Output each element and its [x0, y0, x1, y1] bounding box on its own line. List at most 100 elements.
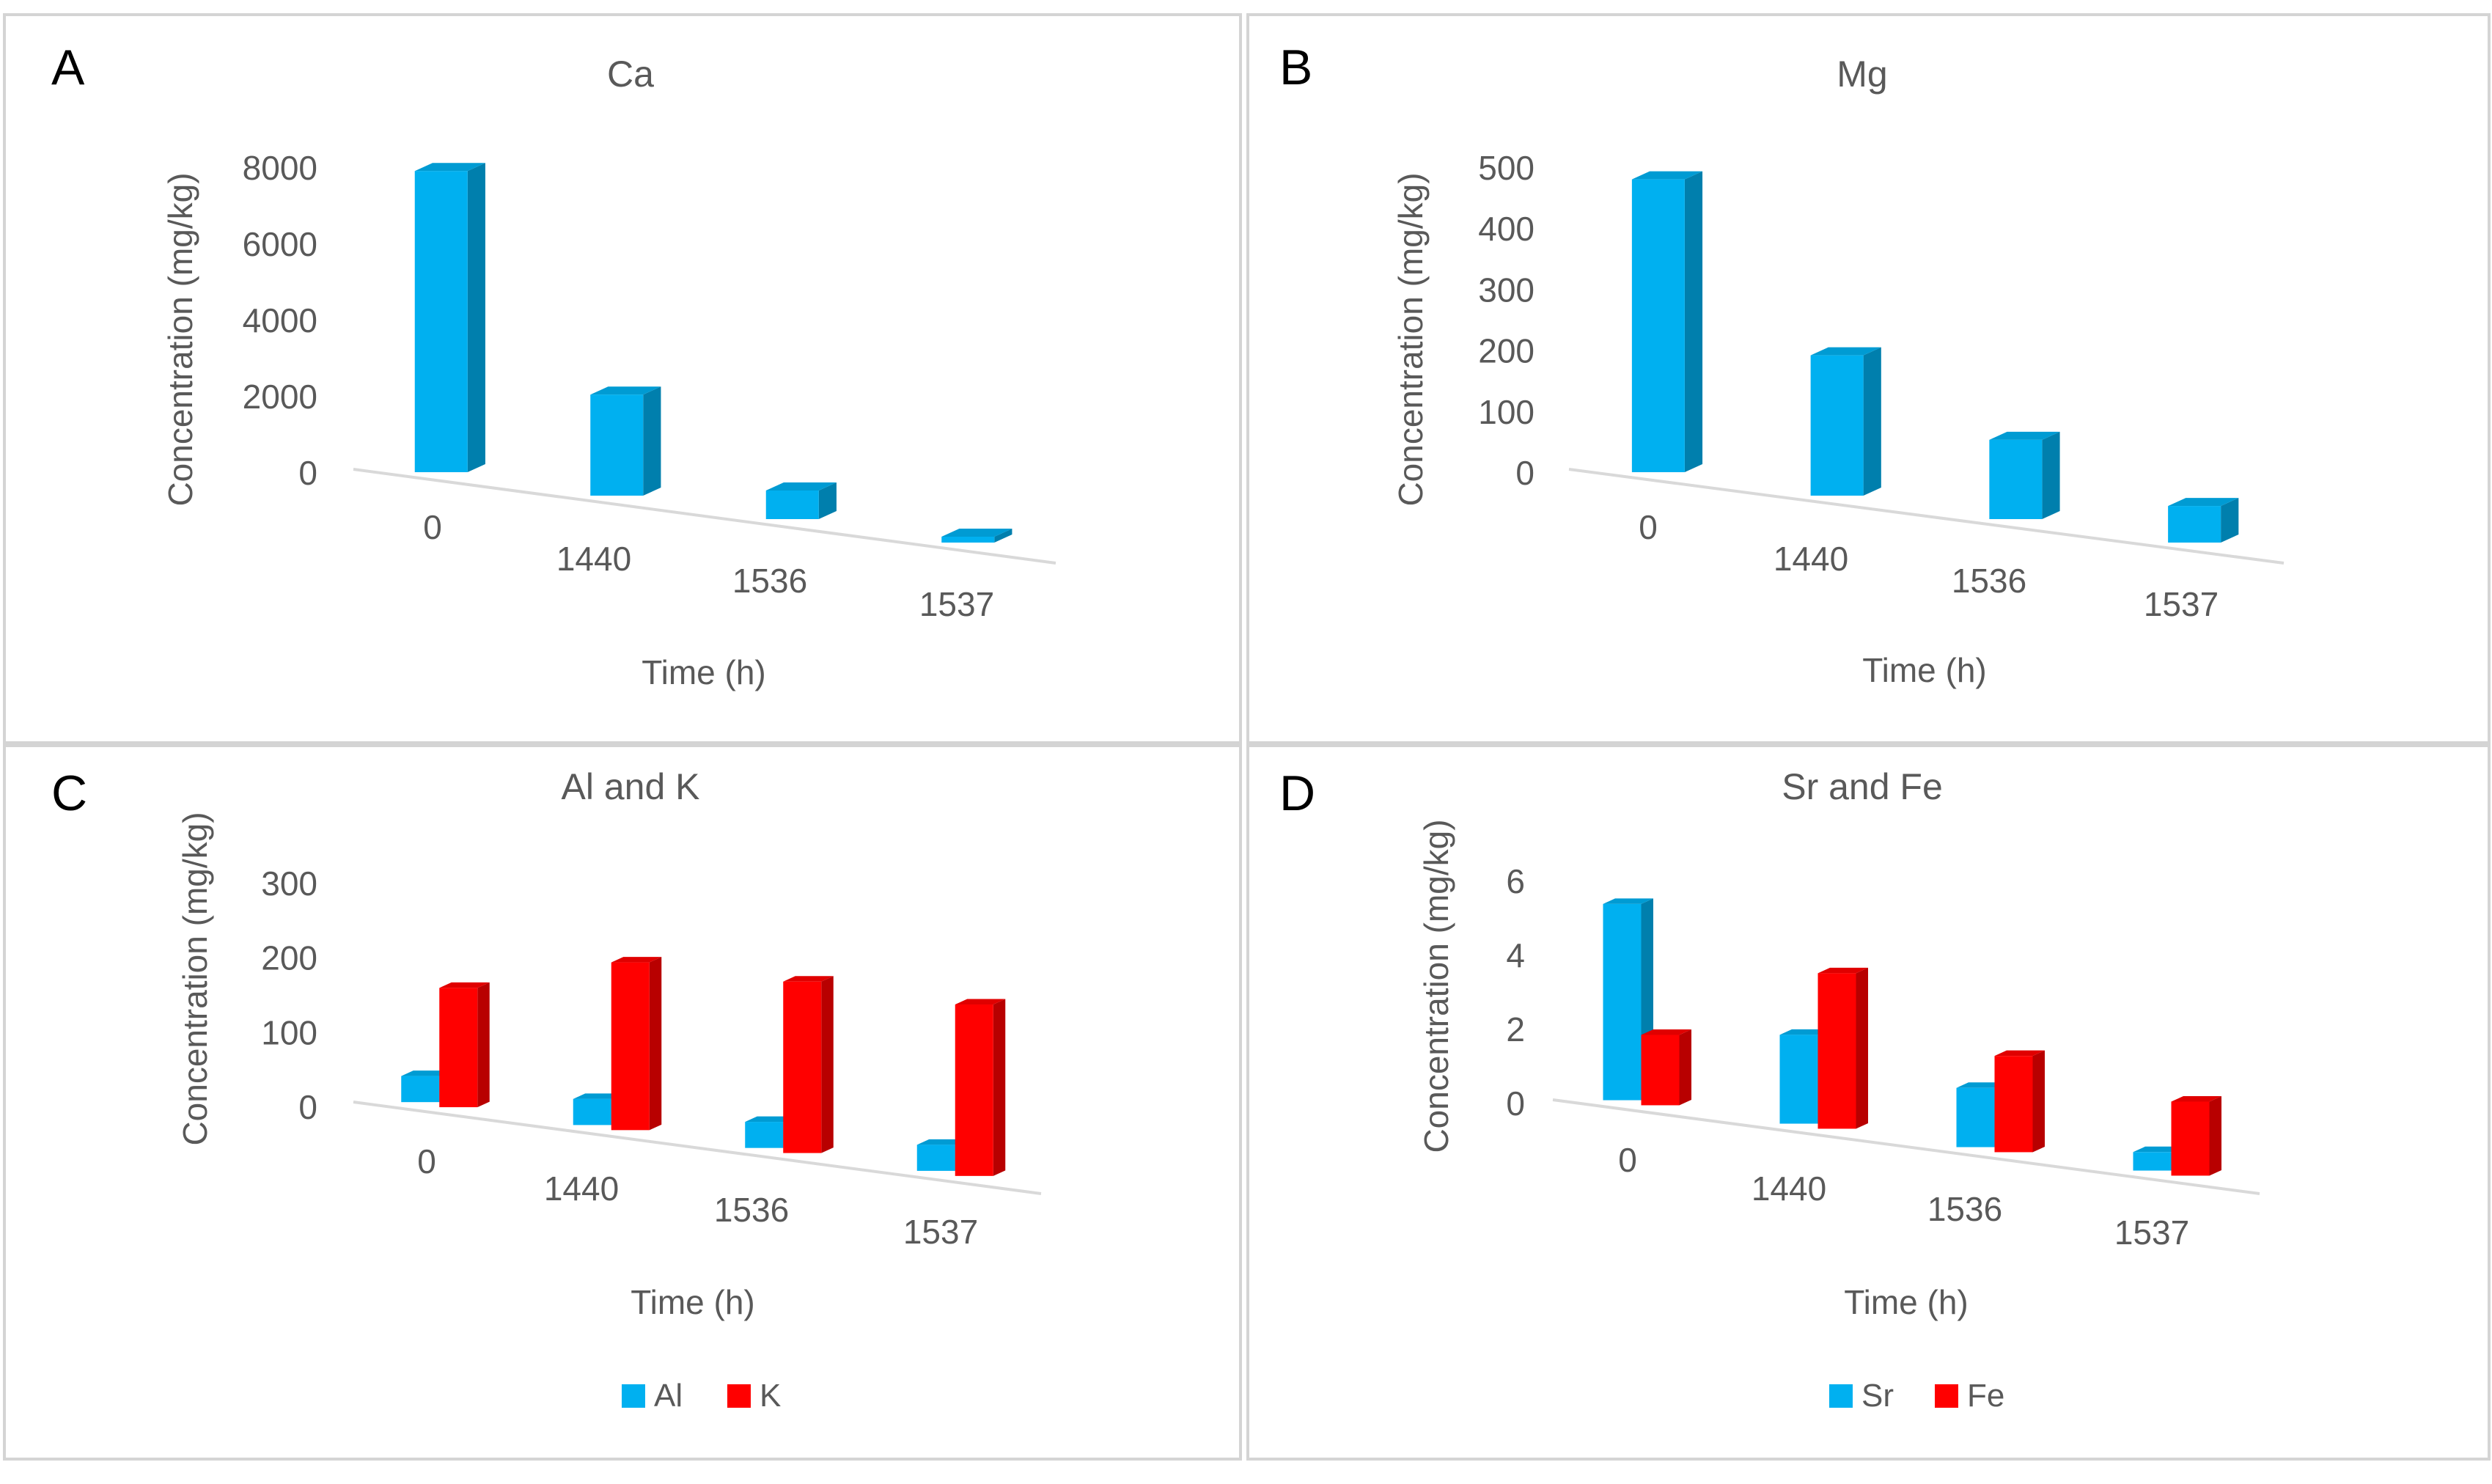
- bar-top: [401, 1070, 452, 1076]
- x-tick-label: 1537: [2114, 1213, 2189, 1252]
- y-tick-label: 8000: [243, 149, 317, 187]
- bar-side: [2209, 1095, 2221, 1176]
- bar-front: [1603, 903, 1642, 1101]
- y-tick-label: 0: [1515, 454, 1534, 492]
- bar-top: [573, 1093, 624, 1099]
- bar-ca-1537: [941, 529, 1012, 543]
- chart-panel-c: C Al and K 300 200 100 0 Concentration (mg/kg)…: [3, 744, 1242, 1461]
- x-tick-label: 0: [1639, 508, 1658, 546]
- bar-top: [1603, 898, 1653, 904]
- bar-al-1440: [573, 1093, 624, 1125]
- bar-side: [994, 529, 1012, 543]
- bar-top: [745, 1116, 795, 1123]
- x-tick-label: 1440: [556, 540, 631, 578]
- chart-title: Sr and Fe: [1782, 766, 1943, 807]
- panel-frame: [1246, 744, 2491, 1461]
- y-tick-label: 2000: [243, 378, 317, 416]
- bar-top: [1779, 1029, 1830, 1035]
- bar-front: [401, 1076, 440, 1103]
- bar-k-1537: [955, 999, 1006, 1176]
- panel-label: A: [51, 40, 85, 95]
- bar-top: [1956, 1082, 2007, 1088]
- bar-side: [2032, 1050, 2045, 1153]
- bar-side: [649, 957, 662, 1131]
- legend-item-k: K: [727, 1378, 781, 1414]
- bar-top: [611, 957, 662, 963]
- bar-front: [1641, 1035, 1680, 1106]
- legend-swatch: [1935, 1384, 1958, 1408]
- axis-floor: [353, 468, 1056, 565]
- bar-top: [1817, 967, 1868, 974]
- y-axis-title: Concentration (mg/kg): [1417, 819, 1455, 1153]
- bar-front: [783, 981, 822, 1153]
- legend-item-sr: Sr: [1829, 1378, 1894, 1414]
- x-tick-label: 0: [417, 1142, 436, 1180]
- chart-panel-b: B Mg 500 400 300 200 100 0 Concentration (mg/kg)…: [1246, 13, 2491, 744]
- bar-top: [916, 1139, 968, 1145]
- x-axis-title: Time (h): [631, 1283, 755, 1321]
- legend-swatch: [1829, 1384, 1853, 1408]
- x-tick-label: 0: [423, 508, 442, 546]
- legend-item-fe: Fe: [1935, 1378, 2004, 1414]
- bar-top: [1989, 431, 2060, 440]
- bar-top: [439, 982, 490, 988]
- bar-k-0: [439, 982, 490, 1108]
- bar-mg-1440: [1810, 347, 1881, 496]
- bar-top: [941, 529, 1012, 537]
- bar-front: [916, 1145, 955, 1171]
- bar-k-1440: [611, 957, 662, 1131]
- y-axis-title: Concentration (mg/kg): [1392, 172, 1430, 506]
- bar-top: [590, 386, 661, 395]
- legend-swatch: [727, 1384, 751, 1408]
- bar-front: [1989, 439, 2043, 519]
- bar-front: [955, 1004, 993, 1176]
- bar-top: [2171, 1095, 2221, 1102]
- bar-front: [611, 962, 650, 1131]
- bar-front: [1631, 179, 1685, 472]
- bar-front: [1956, 1087, 1995, 1147]
- bar-side: [818, 482, 837, 519]
- x-tick-label: 1536: [1927, 1190, 2002, 1228]
- axis-floor: [353, 1101, 1042, 1195]
- bar-mg-0: [1631, 171, 1703, 472]
- bar-side: [477, 982, 490, 1108]
- legend-label: K: [760, 1378, 781, 1414]
- y-tick-label: 500: [1478, 149, 1534, 187]
- chart-panel-a: A Ca 8000 6000 4000 2000 0 Concentration (mg/kg…: [3, 13, 1242, 744]
- x-tick-label: 1536: [714, 1191, 789, 1229]
- y-tick-label: 100: [261, 1013, 317, 1051]
- x-tick-label: 1536: [1952, 562, 2026, 600]
- bar-front: [2168, 506, 2221, 543]
- legend-label: Al: [654, 1378, 683, 1414]
- legend-label: Fe: [1967, 1378, 2004, 1414]
- bar-top: [1994, 1050, 2045, 1057]
- bar-side: [1679, 1029, 1691, 1106]
- legend-swatch: [622, 1384, 645, 1408]
- x-tick-label: 0: [1618, 1141, 1637, 1179]
- panel-label: B: [1279, 40, 1312, 95]
- bar-front: [941, 537, 995, 543]
- x-tick-label: 1440: [1752, 1169, 1826, 1208]
- panel-frame: [3, 13, 1242, 744]
- bar-top: [1810, 347, 1881, 356]
- x-tick-label: 1440: [1774, 540, 1848, 578]
- panel-label: C: [51, 765, 87, 821]
- bar-top: [2168, 498, 2239, 507]
- chart-title: Al and K: [561, 766, 699, 807]
- bar-top: [414, 163, 485, 172]
- y-tick-label: 2: [1506, 1010, 1525, 1048]
- bar-side: [1684, 171, 1703, 472]
- bar-side: [1856, 967, 1868, 1129]
- y-tick-label: 100: [1478, 393, 1534, 431]
- bar-ca-0: [414, 163, 485, 472]
- axis-floor: [1552, 1098, 2260, 1195]
- bar-fe-0: [1641, 1029, 1691, 1106]
- axis-floor: [1568, 468, 2285, 565]
- bar-front: [590, 394, 644, 496]
- y-tick-label: 4000: [243, 301, 317, 339]
- x-tick-label: 1537: [903, 1213, 978, 1251]
- bar-front: [414, 171, 468, 472]
- bar-front: [1994, 1056, 2033, 1153]
- y-tick-label: 200: [261, 939, 317, 977]
- bar-top: [1641, 1029, 1691, 1035]
